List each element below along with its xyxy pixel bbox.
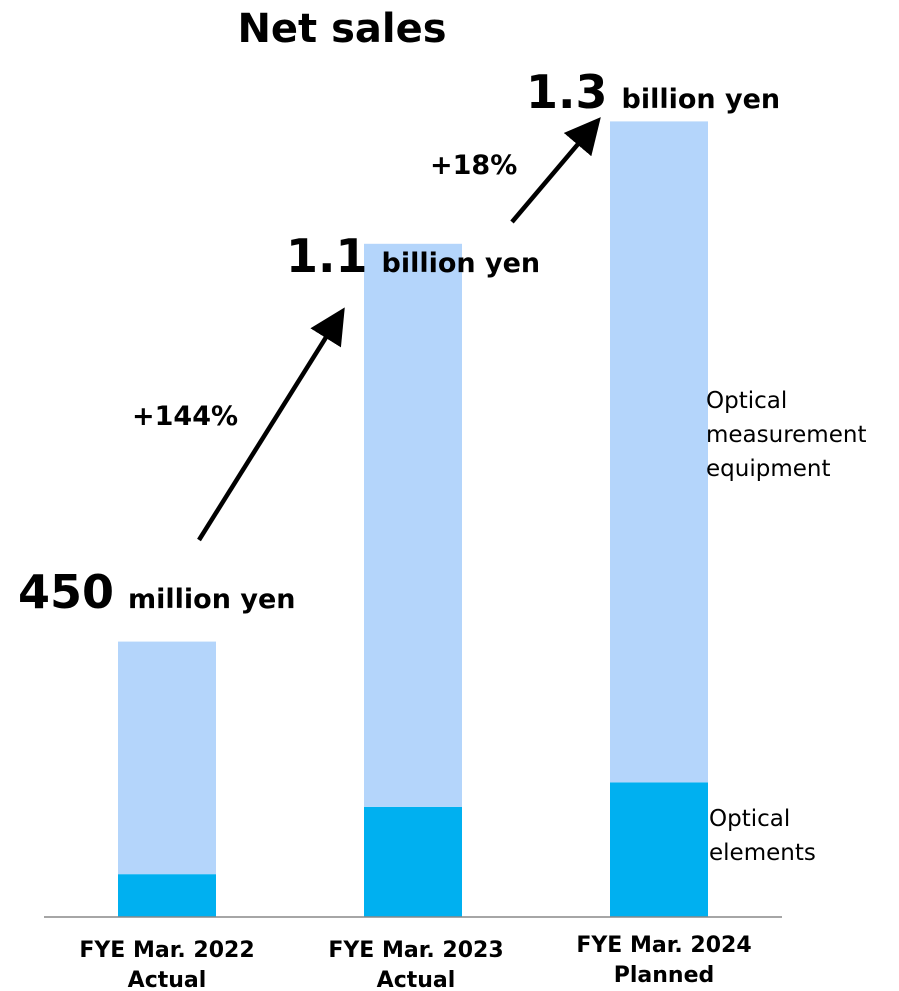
growth-arrow-2023-2024 — [510, 117, 601, 224]
legend-optical-elements: Optical elements — [709, 806, 816, 866]
bar-2022-optical-elements — [118, 874, 216, 917]
svg-text:elements: elements — [709, 840, 816, 866]
svg-text:FYE Mar. 2024: FYE Mar. 2024 — [576, 933, 751, 958]
growth-label-144: +144% — [132, 401, 238, 432]
category-label-2024: FYE Mar. 2024 Planned — [576, 933, 751, 988]
svg-text:equipment: equipment — [706, 456, 830, 482]
svg-text:Actual: Actual — [128, 968, 207, 991]
bar-2024-optical-elements — [610, 782, 708, 917]
bar-2023-optical-elements — [364, 806, 462, 917]
svg-text:measurement: measurement — [706, 422, 866, 448]
chart-title: Net sales — [237, 6, 446, 52]
svg-text:FYE Mar. 2023: FYE Mar. 2023 — [328, 938, 503, 963]
total-label-2022: 450 million yen — [18, 565, 296, 619]
bars-group — [118, 121, 708, 917]
category-label-2023: FYE Mar. 2023 Actual — [328, 938, 503, 991]
legend-optical-measurement-equipment: Optical measurement equipment — [706, 388, 866, 482]
bar-2024-optical-measurement — [610, 121, 708, 783]
total-label-2024: 1.3 billion yen — [526, 65, 780, 119]
bar-2022-optical-measurement — [118, 641, 216, 875]
category-label-2022: FYE Mar. 2022 Actual — [79, 938, 254, 991]
svg-text:FYE Mar. 2022: FYE Mar. 2022 — [79, 938, 254, 963]
bar-2023-optical-measurement — [364, 243, 462, 807]
growth-label-18: +18% — [430, 150, 517, 181]
growth-arrow-2022-2023 — [197, 307, 345, 542]
svg-text:Planned: Planned — [614, 963, 715, 988]
svg-text:Optical: Optical — [706, 388, 787, 414]
svg-text:Actual: Actual — [377, 968, 456, 991]
svg-text:Optical: Optical — [709, 806, 790, 832]
total-label-2023: 1.1 billion yen — [286, 229, 540, 283]
